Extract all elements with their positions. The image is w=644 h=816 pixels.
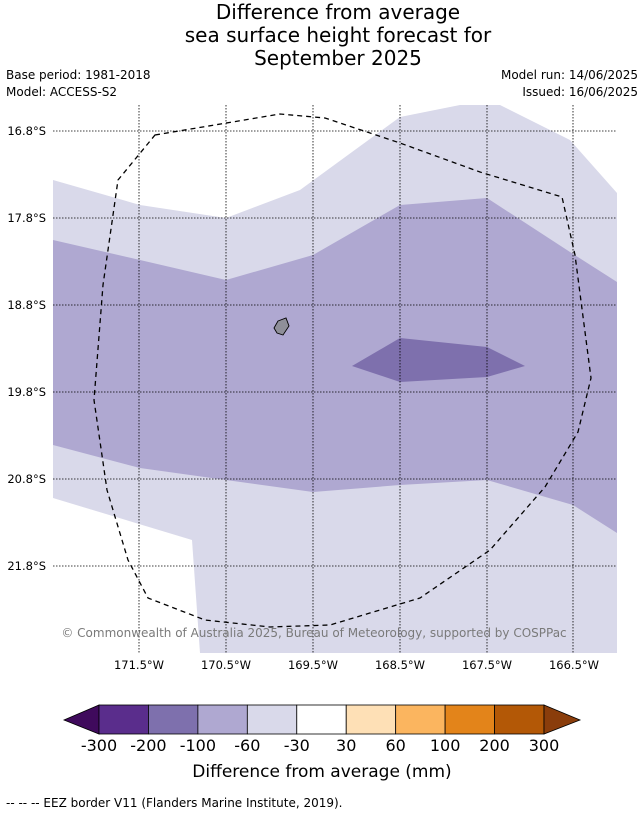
colorbar-segment [296,704,347,735]
base-period: Base period: 1981-2018 [6,68,151,82]
lat-label: 21.8°S [7,559,46,573]
colorbar [62,704,582,735]
colorbar-tick-label: -300 [80,736,118,755]
title-line-3: September 2025 [254,46,422,70]
base-info: Base period: 1981-2018 Model: ACCESS-S2 [6,67,151,101]
run-info: Model run: 14/06/2025 Issued: 16/06/2025 [501,67,638,101]
longitude-labels: 171.5°W 170.5°W 169.5°W 168.5°W 167.5°W … [114,658,599,672]
gridlines [53,105,617,653]
colorbar-tick-label: 100 [429,736,461,755]
issued-date: Issued: 16/06/2025 [522,85,638,99]
colorbar-extend-high [543,704,582,735]
colorbar-segment [345,704,397,735]
lon-label: 169.5°W [288,658,338,672]
anomaly-region-minus100 [352,338,525,382]
lat-label: 19.8°S [7,385,46,399]
colorbar-tick-label: 200 [479,736,510,755]
model-run: Model run: 14/06/2025 [500,68,638,82]
colorbar-segment [494,704,545,735]
eez-border [93,113,592,628]
lat-label: 20.8°S [7,472,46,486]
island-shape [273,317,290,336]
anomaly-region-minus60 [53,198,617,533]
title-line-2: sea surface height forecast for [184,23,492,47]
colorbar-segment [246,704,298,735]
lon-label: 170.5°W [201,658,251,672]
lon-label: 167.5°W [462,658,512,672]
colorbar-tick-label: -30 [283,736,310,755]
model-name: Model: ACCESS-S2 [6,85,118,99]
copyright-notice: © Commonwealth of Australia 2025, Bureau… [61,626,566,640]
forecast-map: 16.8°S 17.8°S 18.8°S 19.8°S 20.8°S 21.8°… [7,105,617,672]
lat-label: 16.8°S [7,124,46,138]
latitude-labels: 16.8°S 17.8°S 18.8°S 19.8°S 20.8°S 21.8°… [7,124,46,573]
colorbar-segment [395,704,446,735]
colorbar-segment [148,704,199,735]
title-line-1: Difference from average [215,0,461,24]
lon-label: 171.5°W [114,658,164,672]
colorbar-tick-label: 300 [528,736,560,755]
lat-label: 17.8°S [7,211,46,225]
lon-label: 168.5°W [375,658,425,672]
anomaly-fill-layer [53,105,617,653]
colorbar-segment [98,704,149,735]
colorbar-tick-label: -100 [179,736,217,755]
lon-label: 166.5°W [549,658,599,672]
colorbar-tick-label: -200 [130,736,167,755]
colorbar-segment [444,704,495,735]
eez-footnote: -- -- -- EEZ border V11 (Flanders Marine… [6,796,343,810]
colorbar-extend-low [62,704,100,735]
colorbar-tick-label: 30 [336,736,357,755]
colorbar-segment [197,704,248,735]
colorbar-tick-label: 60 [385,736,406,755]
colorbar-title: Difference from average (mm) [192,762,452,782]
colorbar-segments [98,704,545,735]
lat-label: 18.8°S [7,298,46,312]
colorbar-tick-label: -60 [234,736,261,755]
chart-title: Difference from average sea surface heig… [0,1,644,70]
